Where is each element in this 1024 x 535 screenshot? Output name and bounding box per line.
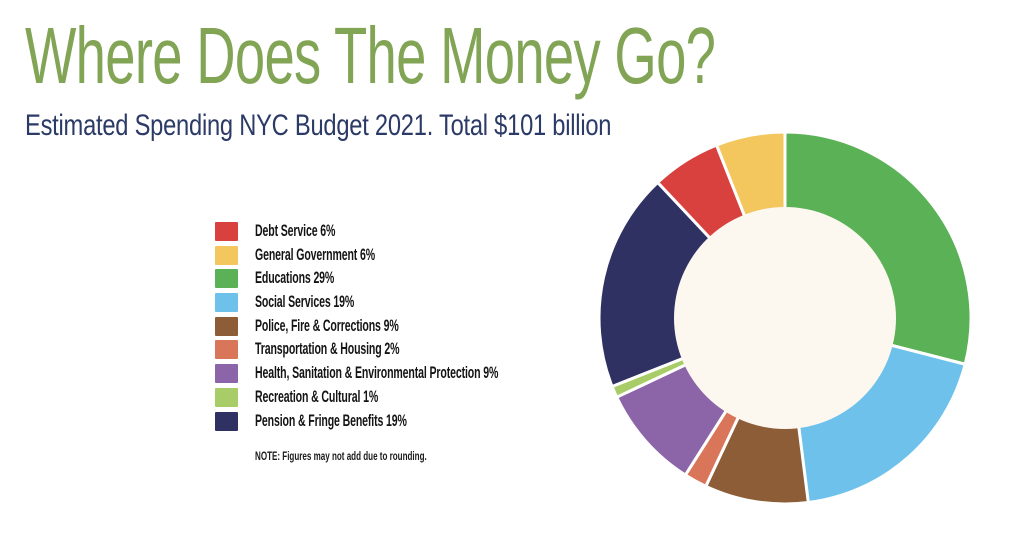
- legend-label-recreation-cultural: Recreation & Cultural 1%: [255, 387, 379, 406]
- legend-swatch-recreation-cultural: [215, 387, 238, 407]
- legend-swatch-social-services: [215, 293, 238, 313]
- legend-item-health-sanitation-environmental-protection: Health, Sanitation & Environmental Prote…: [215, 364, 635, 384]
- legend-label-debt-service: Debt Service 6%: [255, 222, 336, 240]
- legend-item-general-government: General Government 6%: [215, 245, 635, 265]
- legend-label-transportation-housing: Transportation & Housing 2%: [255, 340, 400, 359]
- legend-swatch-transportation-housing: [215, 340, 238, 360]
- legend-item-recreation-cultural: Recreation & Cultural 1%: [215, 387, 635, 407]
- legend-item-transportation-housing: Transportation & Housing 2%: [215, 340, 635, 360]
- legend-swatch-educations: [215, 269, 238, 289]
- legend: Debt Service 6% General Government 6% Educ…: [215, 222, 635, 431]
- legend-label-educations: Educations 29%: [255, 269, 335, 288]
- legend-label-social-services: Social Services 19%: [255, 293, 355, 312]
- page-title: Where Does The Money Go?: [25, 11, 716, 100]
- legend-label-police-fire-corrections: Police, Fire & Corrections 9%: [255, 316, 399, 335]
- legend-label-general-government: General Government 6%: [255, 245, 375, 264]
- legend-swatch-debt-service: [215, 222, 238, 241]
- page-subtitle: Estimated Spending NYC Budget 2021. Tota…: [25, 109, 612, 142]
- legend-swatch-police-fire-corrections: [215, 316, 238, 336]
- donut-chart-svg: [597, 130, 973, 506]
- legend-item-social-services: Social Services 19%: [215, 293, 635, 313]
- legend-item-pension-fringe-benefits: Pension & Fringe Benefits 19%: [215, 411, 635, 431]
- legend-label-pension-fringe-benefits: Pension & Fringe Benefits 19%: [255, 411, 407, 430]
- legend-swatch-general-government: [215, 245, 238, 265]
- legend-label-health-sanitation-environmental-protection: Health, Sanitation & Environmental Prote…: [255, 364, 499, 383]
- donut-hole: [674, 207, 896, 429]
- donut-chart: [595, 128, 975, 508]
- legend-item-debt-service: Debt Service 6%: [215, 222, 635, 241]
- note-text: NOTE: Figures may not add due to roundin…: [255, 451, 427, 463]
- legend-swatch-pension-fringe-benefits: [215, 411, 238, 431]
- legend-item-police-fire-corrections: Police, Fire & Corrections 9%: [215, 316, 635, 336]
- legend-item-educations: Educations 29%: [215, 269, 635, 289]
- legend-swatch-health-sanitation-environmental-protection: [215, 364, 238, 384]
